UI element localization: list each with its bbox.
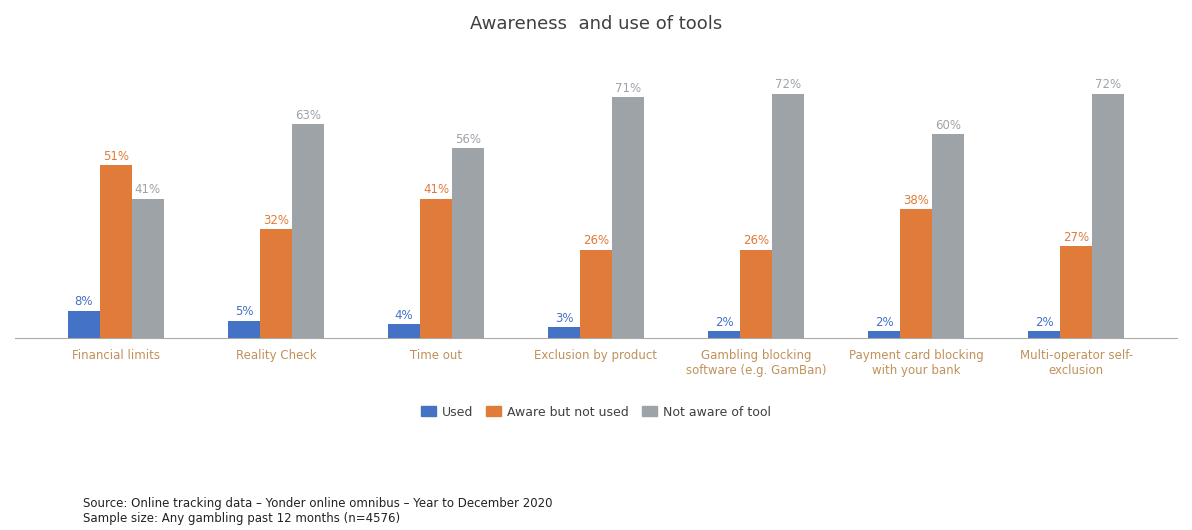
Text: 5%: 5% <box>235 305 253 319</box>
Text: 4%: 4% <box>395 309 414 322</box>
Bar <box>132 199 163 338</box>
Text: 38%: 38% <box>904 193 929 207</box>
Text: 2%: 2% <box>875 315 894 329</box>
Text: 41%: 41% <box>423 183 449 197</box>
Bar <box>260 229 292 338</box>
Text: 72%: 72% <box>775 78 801 92</box>
Legend: Used, Aware but not used, Not aware of tool: Used, Aware but not used, Not aware of t… <box>416 401 776 423</box>
Bar <box>1029 331 1060 338</box>
Bar <box>420 199 452 338</box>
Bar <box>452 148 484 338</box>
Text: 51%: 51% <box>103 149 129 163</box>
Bar <box>581 250 611 338</box>
Text: 26%: 26% <box>583 234 609 248</box>
Text: 60%: 60% <box>935 119 961 132</box>
Text: 71%: 71% <box>615 82 641 95</box>
Title: Awareness  and use of tools: Awareness and use of tools <box>470 15 722 33</box>
Text: 2%: 2% <box>715 315 733 329</box>
Bar <box>1060 246 1092 338</box>
Text: 27%: 27% <box>1063 231 1089 244</box>
Text: 8%: 8% <box>75 295 93 308</box>
Bar <box>708 331 740 338</box>
Text: 41%: 41% <box>135 183 161 197</box>
Bar <box>932 135 964 338</box>
Text: 26%: 26% <box>743 234 769 248</box>
Bar <box>868 331 900 338</box>
Text: 56%: 56% <box>455 132 480 146</box>
Bar <box>548 328 581 338</box>
Text: 3%: 3% <box>554 312 573 325</box>
Bar <box>387 324 420 338</box>
Bar <box>100 165 132 338</box>
Text: 2%: 2% <box>1035 315 1054 329</box>
Bar <box>228 321 260 338</box>
Bar <box>772 94 805 338</box>
Text: 32%: 32% <box>263 214 288 227</box>
Bar <box>68 311 100 338</box>
Text: Source: Online tracking data – Yonder online omnibus – Year to December 2020
Sam: Source: Online tracking data – Yonder on… <box>83 497 553 525</box>
Text: 72%: 72% <box>1095 78 1122 92</box>
Bar <box>740 250 772 338</box>
Text: 63%: 63% <box>294 109 321 122</box>
Bar <box>611 97 644 338</box>
Bar <box>1092 94 1124 338</box>
Bar <box>900 209 932 338</box>
Bar <box>292 125 324 338</box>
